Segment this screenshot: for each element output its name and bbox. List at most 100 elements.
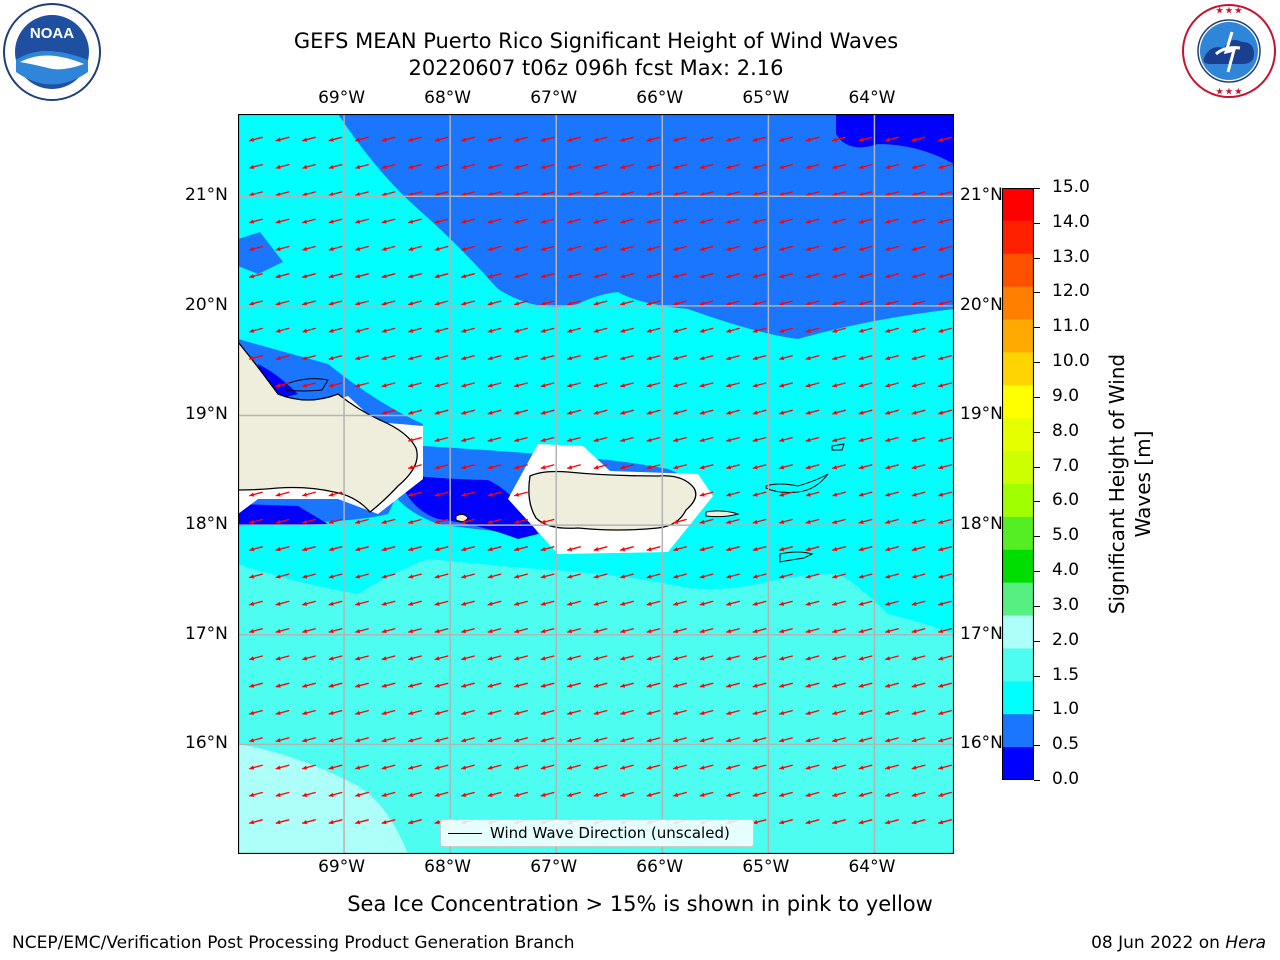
wind-wave-arrow bbox=[726, 436, 740, 443]
wind-wave-arrow bbox=[752, 791, 767, 797]
wind-wave-arrow bbox=[328, 600, 343, 606]
wind-wave-arrow bbox=[673, 136, 687, 142]
wind-wave-arrow bbox=[275, 737, 290, 743]
wind-wave-arrow bbox=[434, 191, 449, 197]
wind-wave-arrow bbox=[540, 300, 555, 306]
wind-wave-arrow bbox=[779, 273, 793, 279]
wind-wave-arrow bbox=[514, 245, 528, 251]
wind-wave-arrow bbox=[567, 464, 581, 470]
wind-wave-arrow bbox=[646, 764, 661, 770]
wind-wave-arrow bbox=[461, 382, 475, 388]
wind-wave-arrow bbox=[593, 682, 608, 688]
wind-wave-arrow bbox=[646, 273, 661, 279]
wind-wave-arrow bbox=[752, 682, 767, 688]
wind-wave-arrow bbox=[302, 327, 316, 333]
wind-wave-arrow bbox=[911, 573, 926, 579]
lat-tick-label-left: 21°N bbox=[185, 185, 228, 206]
wind-wave-arrow bbox=[646, 163, 661, 170]
wind-wave-arrow bbox=[434, 573, 449, 579]
wind-wave-arrow bbox=[275, 682, 290, 688]
wind-wave-arrow bbox=[487, 737, 502, 743]
wind-wave-arrow bbox=[487, 464, 502, 470]
wind-wave-arrow bbox=[620, 163, 634, 170]
wind-wave-arrow bbox=[911, 327, 926, 333]
colorbar-tick-label: 0.5 bbox=[1052, 734, 1080, 755]
wind-wave-arrow bbox=[832, 655, 846, 661]
wind-wave-arrow bbox=[726, 382, 740, 388]
wind-wave-arrow bbox=[779, 627, 793, 634]
wind-wave-arrow bbox=[938, 655, 952, 661]
wind-wave-arrow bbox=[805, 573, 820, 579]
wind-wave-arrow bbox=[514, 518, 528, 524]
wind-wave-arrow bbox=[381, 273, 396, 279]
wind-wave-arrow bbox=[779, 163, 793, 170]
wind-wave-arrow bbox=[646, 600, 661, 606]
wind-wave-arrow bbox=[673, 627, 687, 634]
wind-wave-arrow bbox=[381, 300, 396, 306]
wind-wave-arrow bbox=[434, 764, 449, 770]
wind-wave-arrow bbox=[487, 191, 502, 197]
colorbar-tick-label: 2.0 bbox=[1052, 629, 1080, 650]
colorbar-tick-label: 0.0 bbox=[1052, 769, 1080, 789]
wind-wave-arrow bbox=[381, 163, 396, 170]
wind-wave-arrow bbox=[302, 682, 316, 688]
wind-wave-arrow bbox=[858, 764, 873, 770]
wind-wave-arrow bbox=[620, 245, 634, 251]
wind-wave-arrow bbox=[540, 163, 555, 170]
wind-wave-arrow bbox=[726, 273, 740, 279]
wind-wave-arrow bbox=[381, 764, 396, 770]
wind-wave-arrow bbox=[620, 709, 634, 716]
wind-wave-arrow bbox=[275, 709, 290, 716]
wind-wave-arrow bbox=[514, 300, 528, 306]
wind-wave-arrow bbox=[355, 819, 369, 825]
wind-wave-arrow bbox=[275, 819, 290, 825]
wind-wave-arrow bbox=[779, 354, 793, 361]
wind-wave-arrow bbox=[805, 218, 820, 224]
wind-wave-arrow bbox=[434, 436, 449, 443]
wind-wave-arrow bbox=[487, 518, 502, 524]
wind-wave-arrow bbox=[911, 627, 926, 634]
wind-wave-arrow bbox=[593, 573, 608, 579]
wind-wave-arrow bbox=[461, 464, 475, 470]
wind-wave-arrow bbox=[328, 300, 343, 306]
wind-wave-arrow bbox=[249, 163, 263, 170]
wind-wave-arrow bbox=[275, 218, 290, 224]
wind-wave-arrow bbox=[805, 409, 820, 415]
wind-wave-arrow bbox=[567, 737, 581, 743]
wind-wave-arrow bbox=[514, 491, 528, 497]
wind-wave-arrow bbox=[275, 655, 290, 661]
wind-wave-arrow bbox=[885, 409, 899, 415]
landmass-mona bbox=[455, 513, 469, 523]
colorbar-tick-label: 8.0 bbox=[1052, 420, 1080, 441]
wind-wave-arrow bbox=[885, 819, 899, 825]
wind-wave-arrow bbox=[434, 491, 449, 497]
colorbar-tick-mark bbox=[1034, 571, 1040, 573]
wind-wave-arrow bbox=[673, 709, 687, 716]
wind-wave-arrow bbox=[355, 382, 369, 388]
colorbar-tick-label: 6.0 bbox=[1052, 490, 1080, 511]
wind-wave-arrow bbox=[381, 737, 396, 743]
wind-wave-arrow bbox=[911, 136, 926, 142]
legend-line-sample bbox=[448, 832, 482, 834]
wind-wave-arrow bbox=[779, 409, 793, 415]
wind-wave-arrow bbox=[832, 546, 846, 552]
wind-wave-arrow bbox=[858, 191, 873, 197]
wind-wave-arrow bbox=[275, 136, 290, 142]
wind-wave-arrow bbox=[249, 245, 263, 251]
colorbar-tick-mark bbox=[1034, 292, 1040, 294]
wind-wave-arrow bbox=[938, 709, 952, 716]
wind-wave-arrow bbox=[302, 518, 316, 524]
wind-wave-arrow bbox=[911, 518, 926, 524]
wind-wave-arrow bbox=[567, 245, 581, 251]
wind-wave-arrow bbox=[885, 191, 899, 197]
colorbar-tick-label: 1.0 bbox=[1052, 699, 1080, 720]
colorbar-segment bbox=[1002, 451, 1034, 485]
wind-wave-arrow bbox=[408, 655, 422, 661]
wind-wave-arrow bbox=[514, 709, 528, 716]
wind-wave-arrow bbox=[461, 600, 475, 606]
colorbar-segment bbox=[1002, 385, 1034, 419]
wind-wave-arrow bbox=[249, 709, 263, 716]
wind-wave-arrow bbox=[567, 382, 581, 388]
wind-wave-arrow bbox=[593, 764, 608, 770]
colorbar-segment bbox=[1002, 582, 1034, 617]
